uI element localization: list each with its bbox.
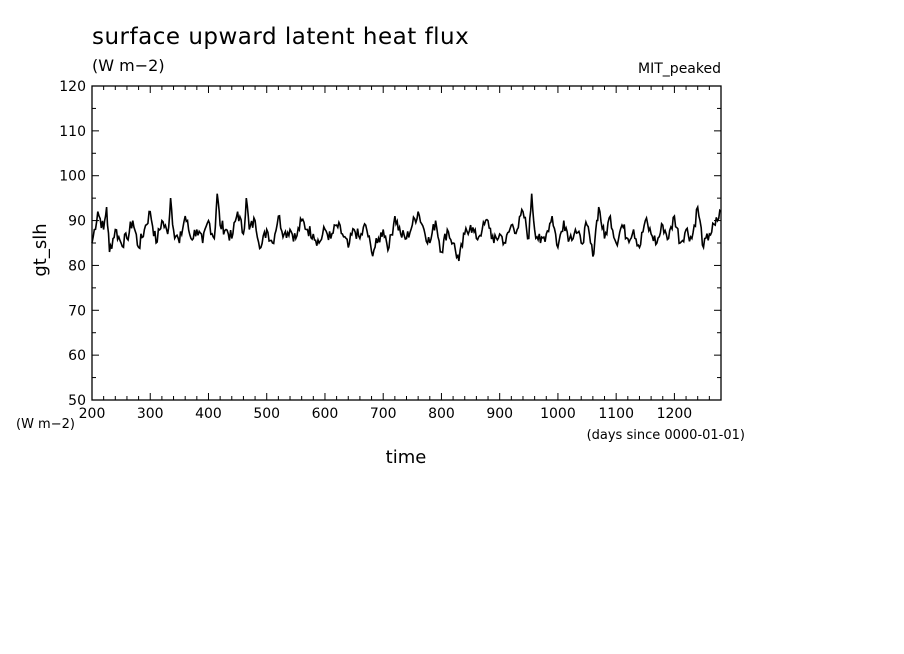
x-tick-labels: 200 300 400 500 600 700 800 900 1000 1100 1200 — [79, 406, 693, 422]
x-tick-label: 700 — [370, 406, 397, 422]
y-tick-label: 60 — [68, 348, 86, 364]
y-tick-label: 70 — [68, 303, 86, 319]
x-axis-units-label: (days since 0000-01-01) — [587, 428, 745, 443]
series-line — [91, 193, 722, 262]
x-tick-label: 800 — [428, 406, 455, 422]
y-tick-label: 120 — [59, 79, 86, 95]
x-tick-label: 1100 — [598, 406, 634, 422]
x-tick-label: 300 — [137, 406, 164, 422]
x-tick-label: 1000 — [540, 406, 576, 422]
plot-frame — [91, 85, 722, 401]
x-tick-label: 200 — [79, 406, 106, 422]
y-tick-label: 90 — [68, 214, 86, 230]
x-tick-label: 600 — [312, 406, 339, 422]
chart-title: surface upward latent heat flux — [92, 24, 470, 50]
axis-ticks — [91, 85, 722, 401]
x-axis-label: time — [386, 447, 427, 468]
y-tick-label: 80 — [68, 258, 86, 274]
x-tick-label: 400 — [195, 406, 222, 422]
y-tick-label: 110 — [59, 124, 86, 140]
y-tick-labels: 50 60 70 80 90 100 110 120 — [59, 79, 86, 409]
chart-units-label: (W m−2) — [92, 56, 165, 75]
y-tick-label: 50 — [68, 393, 86, 409]
x-tick-label: 500 — [253, 406, 280, 422]
y-axis-label: gt_slh — [30, 223, 51, 276]
x-tick-label: 1200 — [657, 406, 693, 422]
y-tick-label: 100 — [59, 169, 86, 185]
x-tick-label: 900 — [486, 406, 513, 422]
y-axis-units-label: (W m−2) — [16, 417, 75, 432]
chart-annotation: MIT_peaked — [638, 61, 721, 77]
